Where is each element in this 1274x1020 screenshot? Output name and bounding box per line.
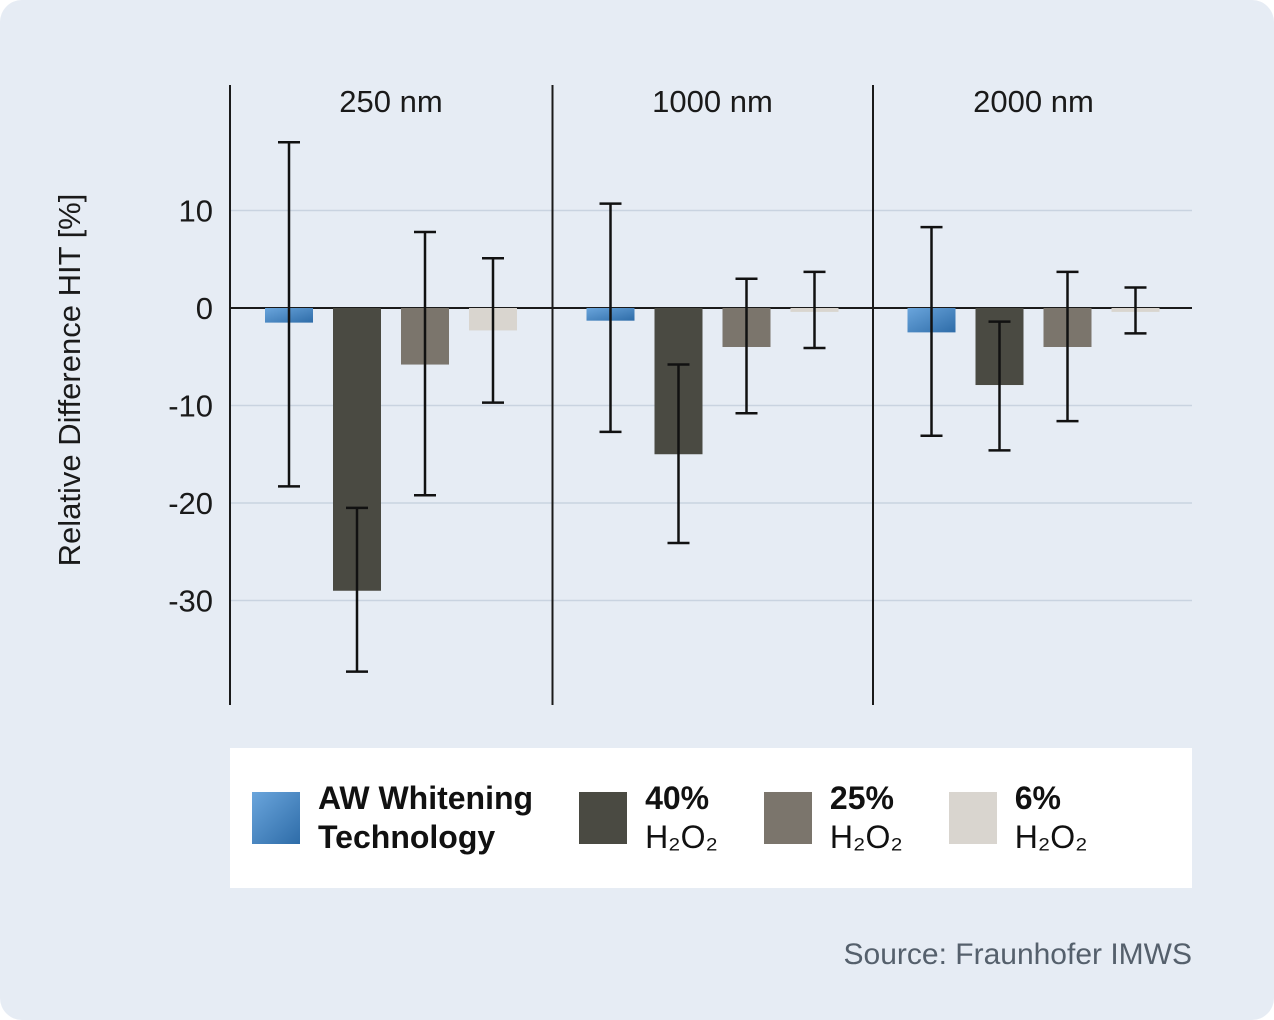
source-credit: Source: Fraunhofer IMWS (843, 938, 1192, 971)
panel-label: 250 nm (339, 84, 442, 119)
legend: AW Whitening Technology 40% H₂O₂ 25% H₂O… (230, 748, 1192, 888)
legend-swatch-aw (252, 792, 300, 844)
legend-label-6: 6% H₂O₂ (1014, 779, 1088, 855)
legend-swatch-6 (948, 792, 997, 844)
legend-swatch-40 (579, 792, 628, 844)
legend-swatch-25 (763, 792, 812, 844)
y-tick-label: -30 (168, 584, 213, 619)
panel-label: 1000 nm (652, 84, 773, 119)
legend-item-25: 25% H₂O₂ (763, 779, 903, 857)
legend-label-25: 25% H₂O₂ (829, 779, 903, 855)
y-tick-label: -20 (168, 486, 213, 521)
legend-item-aw: AW Whitening Technology (252, 779, 533, 857)
y-tick-label: 0 (196, 291, 213, 326)
y-tick-label: 10 (179, 194, 213, 229)
y-axis-label: Relative Difference HIT [%] (52, 193, 87, 567)
legend-item-40: 40% H₂O₂ (579, 779, 718, 857)
legend-label-aw: AW Whitening Technology (318, 779, 534, 855)
panel-label: 2000 nm (973, 84, 1094, 119)
legend-item-6: 6% H₂O₂ (948, 779, 1088, 857)
y-tick-label: -10 (168, 389, 213, 424)
legend-label-40: 40% H₂O₂ (645, 779, 718, 855)
bar-chart: 10 0 -10 -20 -30 250 nm 1000 nm 2000 nm (168, 84, 1192, 705)
